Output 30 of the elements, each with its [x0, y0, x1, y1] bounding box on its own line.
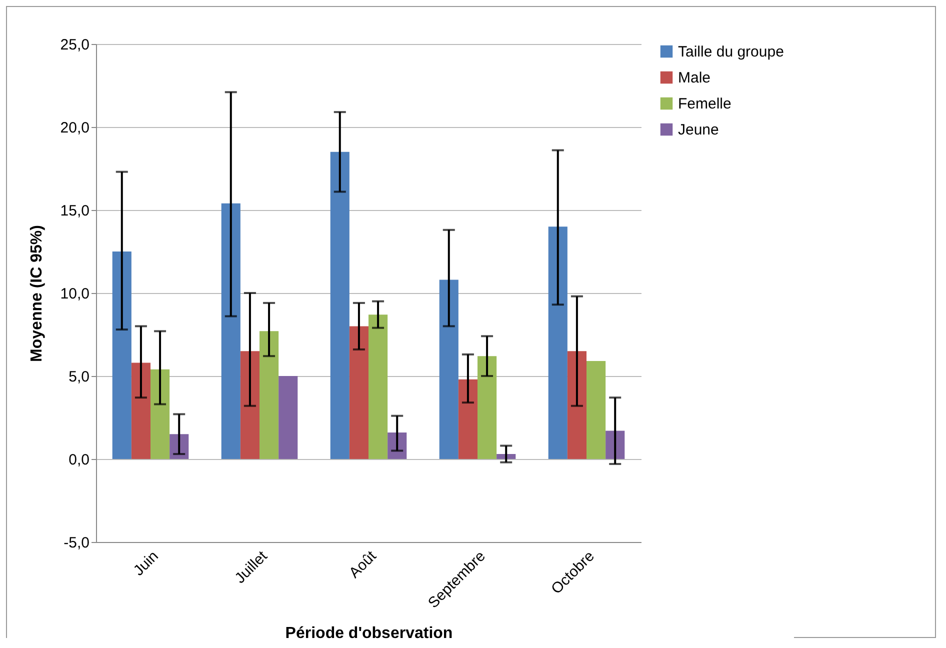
x-axis-title: Période d'observation: [285, 624, 453, 642]
bar: [278, 376, 298, 459]
bar: [439, 280, 458, 459]
bar: [240, 351, 260, 459]
legend-label: Taille du groupe: [678, 44, 784, 60]
bar: [330, 152, 350, 459]
y-tick-label: 0,0: [68, 452, 90, 468]
bar: [368, 314, 388, 459]
legend-label: Male: [678, 70, 711, 86]
bar: [548, 226, 568, 459]
y-axis-title: Moyenne (IC 95%): [28, 225, 46, 362]
bar: [131, 362, 150, 459]
y-tick-label: 10,0: [60, 286, 90, 302]
bar: [586, 361, 606, 459]
y-tick-label: 15,0: [60, 202, 90, 220]
bar: [478, 356, 497, 459]
y-tick-label: 25,0: [60, 36, 90, 54]
bar: [458, 379, 478, 459]
legend-label: Jeune: [678, 122, 719, 138]
bar: [150, 369, 170, 459]
bar: [567, 351, 586, 459]
bar: [349, 326, 368, 459]
y-tick-label: 20,0: [60, 120, 90, 136]
y-tick-label: 5,0: [68, 368, 90, 386]
y-tick-label: -5,0: [64, 534, 90, 552]
bar: [221, 203, 240, 459]
bar: [112, 252, 132, 459]
legend-label: Femelle: [678, 96, 732, 112]
x-tick-label: Juin: [130, 548, 162, 580]
bar: [260, 331, 279, 459]
